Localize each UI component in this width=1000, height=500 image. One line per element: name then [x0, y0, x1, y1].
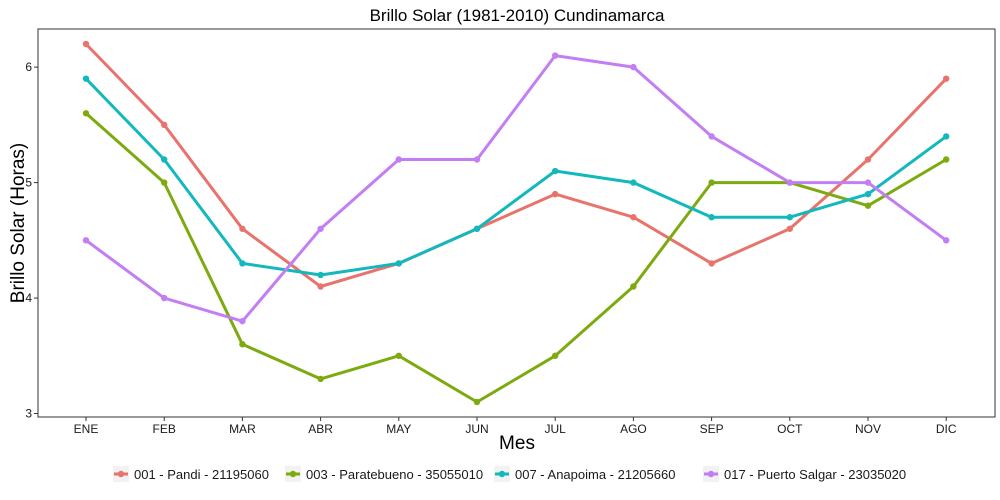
- data-point: [473, 398, 481, 406]
- chart-title: Brillo Solar (1981-2010) Cundinamarca: [370, 6, 665, 25]
- data-point: [239, 317, 246, 325]
- data-point: [82, 110, 90, 117]
- data-point: [708, 179, 715, 186]
- legend-label: 007 - Anapoima - 21205660: [515, 467, 675, 482]
- data-point: [317, 375, 324, 383]
- legend-label: 003 - Paratebueno - 35055010: [306, 467, 483, 482]
- data-point: [239, 341, 246, 348]
- x-tick-label: JUL: [545, 422, 567, 436]
- data-point: [943, 237, 950, 244]
- data-point: [708, 260, 715, 267]
- x-tick-label: NOV: [855, 422, 881, 436]
- legend-swatch-point: [498, 470, 506, 478]
- x-tick-label: AGO: [620, 422, 647, 436]
- x-tick-label: JUN: [465, 422, 488, 436]
- data-point: [82, 75, 90, 82]
- data-point: [317, 283, 324, 290]
- data-point: [473, 156, 481, 163]
- data-point: [473, 225, 481, 232]
- x-tick-label: OCT: [777, 422, 803, 436]
- data-point: [630, 214, 637, 221]
- data-point: [395, 260, 402, 267]
- legend-label: 001 - Pandi - 21195060: [134, 467, 269, 482]
- data-point: [786, 179, 793, 186]
- data-point: [552, 52, 559, 59]
- x-axis-title: Mes: [499, 433, 535, 454]
- data-point: [317, 271, 324, 279]
- data-point: [786, 225, 793, 232]
- data-point: [864, 190, 872, 198]
- series-3: [82, 75, 950, 279]
- data-point: [943, 75, 950, 82]
- legend-swatch-point: [117, 470, 125, 478]
- data-point: [864, 202, 872, 209]
- data-point: [395, 156, 402, 163]
- legend-swatch-point: [289, 470, 297, 478]
- y-axis-title: Brillo Solar (Horas): [8, 143, 29, 303]
- x-tick-label: FEB: [153, 422, 176, 436]
- legend-label: 017 - Puerto Salgar - 23035020: [724, 467, 906, 482]
- x-tick-label: ENE: [74, 422, 99, 436]
- y-tick-label: 6: [25, 60, 32, 74]
- data-point: [786, 214, 793, 221]
- data-point: [82, 40, 90, 48]
- x-tick-label: MAY: [386, 422, 411, 436]
- data-point: [630, 179, 637, 186]
- plot-series: [82, 40, 950, 406]
- data-point: [239, 225, 246, 232]
- y-tick-label: 5: [25, 176, 32, 190]
- data-point: [161, 121, 168, 129]
- legend-item: 001 - Pandi - 21195060: [113, 466, 269, 482]
- legend-item: 017 - Puerto Salgar - 23035020: [703, 466, 906, 482]
- data-point: [161, 294, 168, 302]
- legend-item: 003 - Paratebueno - 35055010: [285, 466, 483, 482]
- data-point: [864, 179, 872, 186]
- data-point: [864, 156, 872, 163]
- x-tick-label: SEP: [700, 422, 724, 436]
- data-point: [161, 156, 168, 163]
- x-tick-label: MAR: [229, 422, 256, 436]
- legend-swatch-point: [707, 470, 715, 478]
- data-point: [552, 352, 559, 359]
- series-line: [84, 42, 948, 288]
- series-line: [84, 54, 948, 323]
- data-point: [317, 225, 324, 232]
- data-point: [630, 283, 637, 290]
- x-tick-label: DIC: [936, 422, 957, 436]
- data-point: [943, 133, 950, 140]
- series-4: [82, 52, 950, 325]
- y-tick-label: 4: [25, 291, 32, 305]
- legend: 001 - Pandi - 21195060 003 - Paratebueno …: [113, 466, 906, 482]
- data-point: [161, 179, 168, 186]
- y-tick-label: 3: [25, 407, 32, 421]
- data-point: [708, 214, 715, 221]
- data-point: [552, 190, 559, 198]
- data-point: [395, 352, 402, 359]
- x-axis: ENE FEB MAR ABR MAY JUN JUL AGO SEP OCT NOV DIC: [74, 417, 957, 436]
- x-tick-label: ABR: [308, 422, 333, 436]
- data-point: [239, 260, 246, 267]
- data-point: [630, 63, 637, 71]
- data-point: [552, 167, 559, 175]
- plot-panel: [37, 28, 996, 418]
- data-point: [82, 237, 90, 244]
- y-axis: 3 4 5 6: [25, 60, 38, 421]
- data-point: [708, 133, 715, 140]
- series-line: [84, 77, 948, 277]
- legend-item: 007 - Anapoima - 21205660: [494, 466, 675, 482]
- data-point: [943, 156, 950, 163]
